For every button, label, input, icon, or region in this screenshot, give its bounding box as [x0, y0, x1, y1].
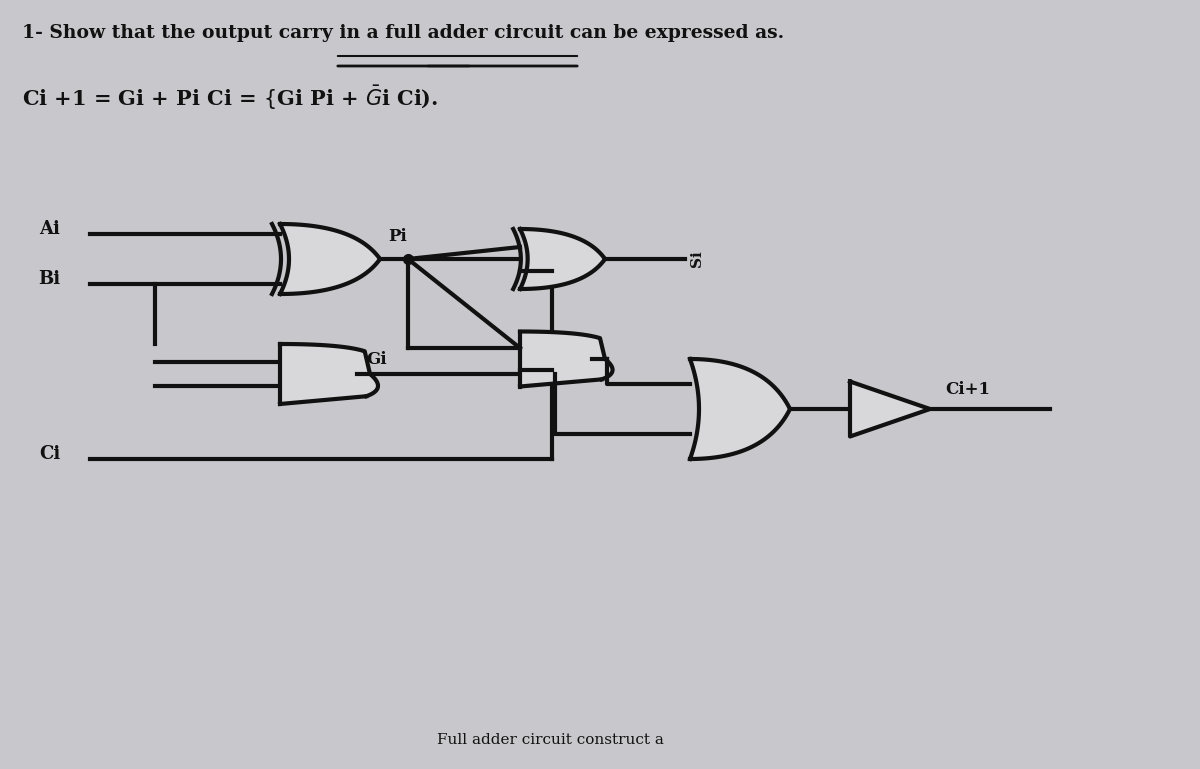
Text: Full adder circuit construct a: Full adder circuit construct a — [437, 733, 664, 747]
Text: Pi: Pi — [388, 228, 407, 245]
Text: Ci +1 = Gi + Pi Ci = $\{$Gi Pi + $\bar{G}$i Ci).: Ci +1 = Gi + Pi Ci = $\{$Gi Pi + $\bar{G… — [22, 84, 438, 112]
Text: Bi: Bi — [38, 270, 60, 288]
Polygon shape — [280, 224, 380, 294]
Polygon shape — [280, 344, 378, 404]
Text: Ai: Ai — [40, 220, 60, 238]
Text: Ci: Ci — [38, 445, 60, 463]
Text: Ci+1: Ci+1 — [946, 381, 990, 398]
Text: 1- Show that the output carry in a full adder circuit can be expressed as.: 1- Show that the output carry in a full … — [22, 24, 784, 42]
Polygon shape — [520, 229, 605, 289]
Text: Gi: Gi — [366, 351, 388, 368]
Polygon shape — [520, 331, 612, 387]
Text: Si: Si — [690, 251, 704, 268]
Polygon shape — [850, 381, 930, 437]
Polygon shape — [690, 359, 790, 459]
